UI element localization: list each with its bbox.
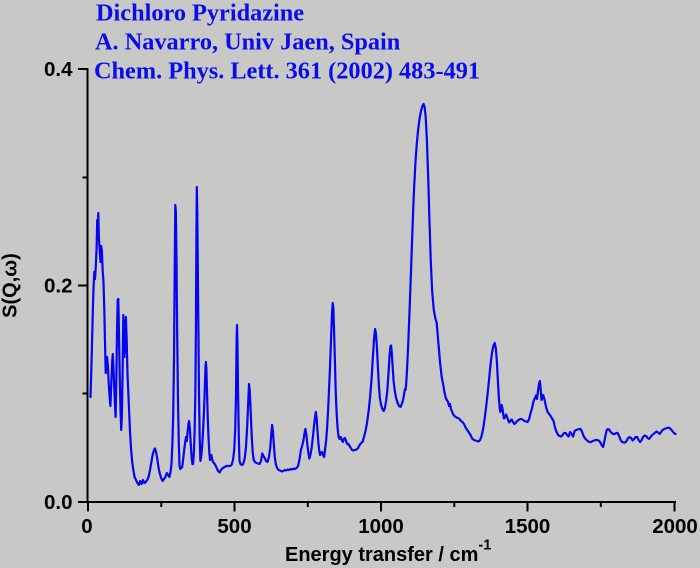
svg-text:1500: 1500: [505, 515, 551, 538]
svg-text:A. Navarro, Univ Jaen, Spain: A. Navarro, Univ Jaen, Spain: [95, 29, 401, 56]
svg-text:500: 500: [217, 515, 251, 538]
svg-text:S(Q,ω): S(Q,ω): [0, 253, 22, 318]
svg-text:Dichloro Pyridazine: Dichloro Pyridazine: [96, 0, 304, 27]
svg-text:0.0: 0.0: [44, 491, 73, 514]
svg-text:0.4: 0.4: [44, 58, 73, 81]
svg-text:0: 0: [81, 515, 92, 538]
svg-text:0.2: 0.2: [44, 275, 73, 298]
svg-text:1000: 1000: [358, 515, 404, 538]
svg-text:2000: 2000: [652, 515, 698, 538]
svg-text:Chem. Phys. Lett. 361 (2002) 4: Chem. Phys. Lett. 361 (2002) 483-491: [94, 57, 480, 84]
